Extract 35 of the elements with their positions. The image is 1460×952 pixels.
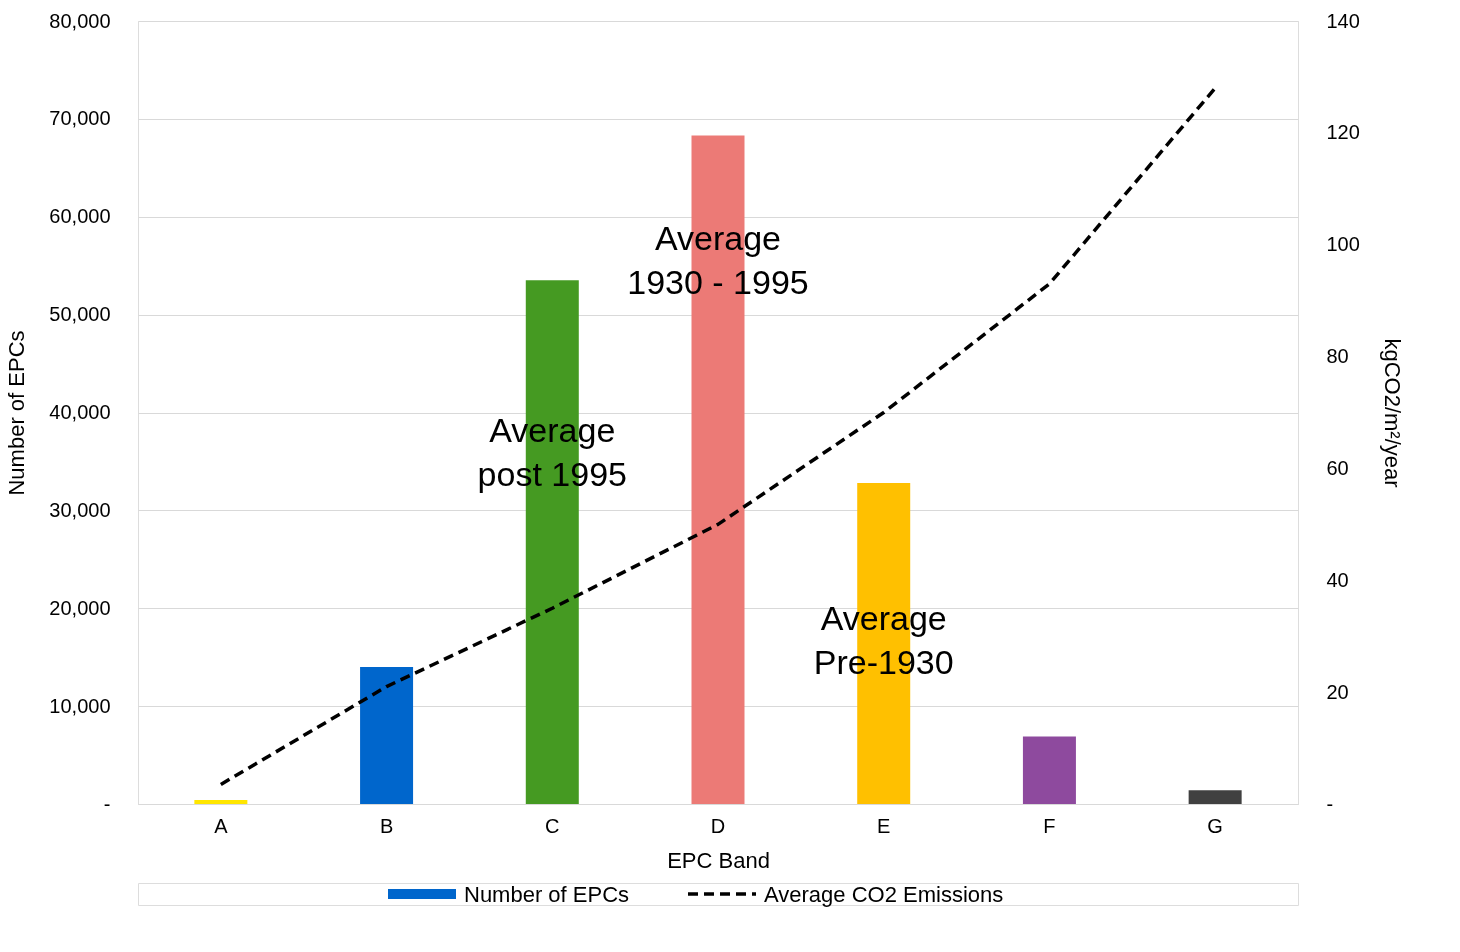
x-axis-title: EPC Band	[667, 847, 770, 873]
y2-tick-label: 120	[1326, 121, 1360, 144]
y2-tick-label: 60	[1326, 456, 1349, 479]
x-tick-label: A	[214, 814, 229, 837]
y-tick-label: 10,000	[49, 694, 111, 717]
y2-tick-label: 40	[1326, 568, 1349, 591]
x-tick-label: C	[545, 814, 560, 837]
line-series	[219, 86, 1217, 787]
bar	[1188, 790, 1242, 804]
x-tick-label: E	[877, 814, 891, 837]
bar	[360, 666, 414, 804]
y2-tick-label: 20	[1326, 680, 1349, 703]
y-axis-title: Number of EPCs	[4, 330, 30, 496]
y-tick-label: 20,000	[49, 596, 111, 619]
y-tick-label: 80,000	[49, 9, 111, 32]
y-tick-label: 60,000	[49, 205, 111, 228]
x-tick-label: G	[1207, 814, 1223, 837]
annotation: Average 1930 - 1995	[627, 219, 809, 302]
bar	[1022, 736, 1076, 804]
y-tick-label: -	[103, 792, 111, 815]
y-tick-label: 70,000	[49, 107, 111, 130]
y2-tick-label: -	[1326, 792, 1334, 815]
y-tick-label: 30,000	[49, 498, 111, 521]
bar	[194, 800, 248, 804]
y-tick-label: 40,000	[49, 401, 111, 423]
x-tick-label: B	[379, 814, 394, 837]
x-tick-label: D	[710, 814, 726, 837]
legend-label: Average CO2 Emissions	[764, 882, 1004, 907]
y2-tick-label: 140	[1326, 9, 1360, 32]
y-tick-label: 50,000	[49, 303, 111, 326]
x-tick-label: F	[1043, 814, 1056, 837]
legend-label: Number of EPCs	[464, 882, 630, 907]
y2-axis-title: kgCO2/m²/year	[1379, 338, 1405, 488]
y2-tick-label: 100	[1326, 233, 1360, 256]
y2-tick-label: 80	[1326, 345, 1349, 368]
